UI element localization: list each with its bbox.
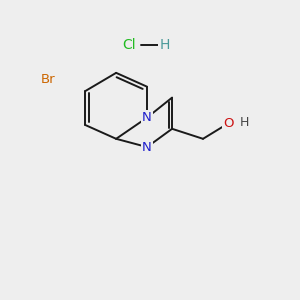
Text: Br: Br [41, 74, 56, 86]
Text: Cl: Cl [123, 38, 136, 52]
Text: N: N [142, 111, 152, 124]
Text: H: H [160, 38, 170, 52]
Text: N: N [142, 141, 152, 154]
Text: H: H [240, 116, 249, 128]
Text: O: O [223, 117, 233, 130]
